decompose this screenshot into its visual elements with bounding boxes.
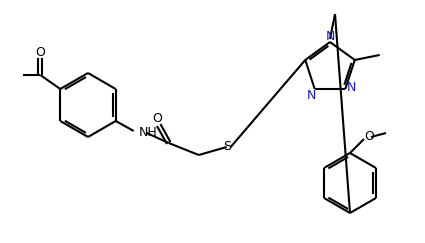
Text: N: N <box>347 80 356 94</box>
Text: O: O <box>152 113 162 125</box>
Text: N: N <box>307 88 316 102</box>
Text: O: O <box>364 130 374 142</box>
Text: NH: NH <box>139 127 158 139</box>
Text: N: N <box>325 31 334 43</box>
Text: S: S <box>223 139 231 153</box>
Text: O: O <box>35 46 45 60</box>
